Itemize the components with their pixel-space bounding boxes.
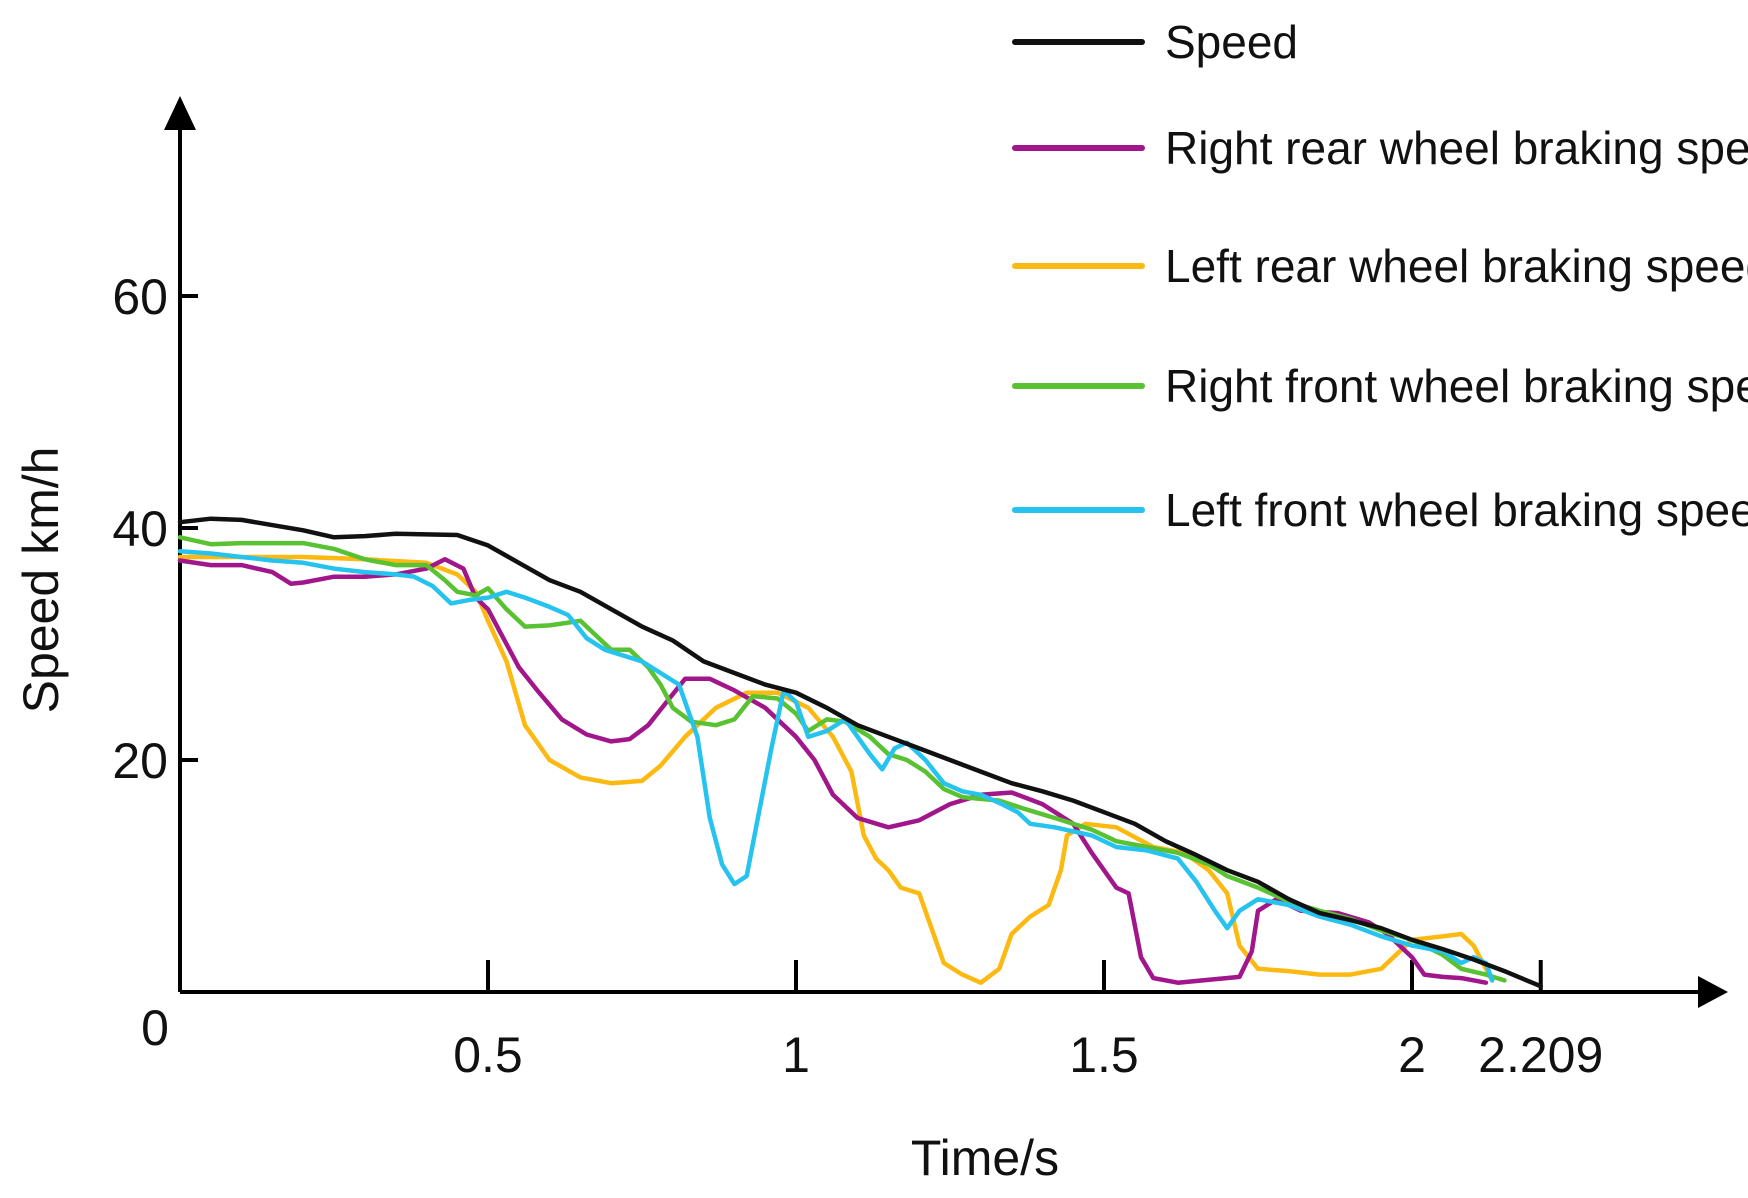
x-axis-arrow xyxy=(1698,976,1728,1008)
series-line-right-rear-wheel-braking-speed xyxy=(177,557,1489,985)
legend-label: Left front wheel braking speed xyxy=(1165,484,1748,536)
legend-label: Speed xyxy=(1165,16,1298,68)
x-tick-label: 2 xyxy=(1398,1027,1426,1083)
x-tick-label: 2.209 xyxy=(1478,1027,1603,1083)
x-axis-title: Time/s xyxy=(911,1130,1059,1186)
legend-label: Right rear wheel braking speed xyxy=(1165,122,1748,174)
series-line-left-rear-wheel-braking-speed xyxy=(177,554,1495,985)
axes xyxy=(164,96,1728,1008)
x-tick-label: 1.5 xyxy=(1069,1027,1139,1083)
x-tick-label: 0.5 xyxy=(453,1027,523,1083)
legend-label: Right front wheel braking speed xyxy=(1165,360,1748,412)
series-line-left-front-wheel-braking-speed xyxy=(177,548,1495,983)
legend: Speed Right rear wheel braking speed Left … xyxy=(1012,16,1748,536)
y-axis-arrow xyxy=(164,96,196,130)
y-tick-label: 60 xyxy=(112,269,168,325)
y-ticks: 20 40 60 xyxy=(112,269,198,789)
legend-label: Left rear wheel braking speed xyxy=(1165,240,1748,292)
series-line-speed xyxy=(177,516,1543,989)
y-tick-label: 40 xyxy=(112,501,168,557)
y-axis-title: Speed km/h xyxy=(13,447,69,714)
x-tick-label: 1 xyxy=(782,1027,810,1083)
x-ticks: 0.5 1 1.5 2 2.209 xyxy=(453,960,1603,1083)
y-tick-label: 20 xyxy=(112,733,168,789)
origin-label: 0 xyxy=(141,1000,169,1056)
series-lines xyxy=(177,516,1543,989)
